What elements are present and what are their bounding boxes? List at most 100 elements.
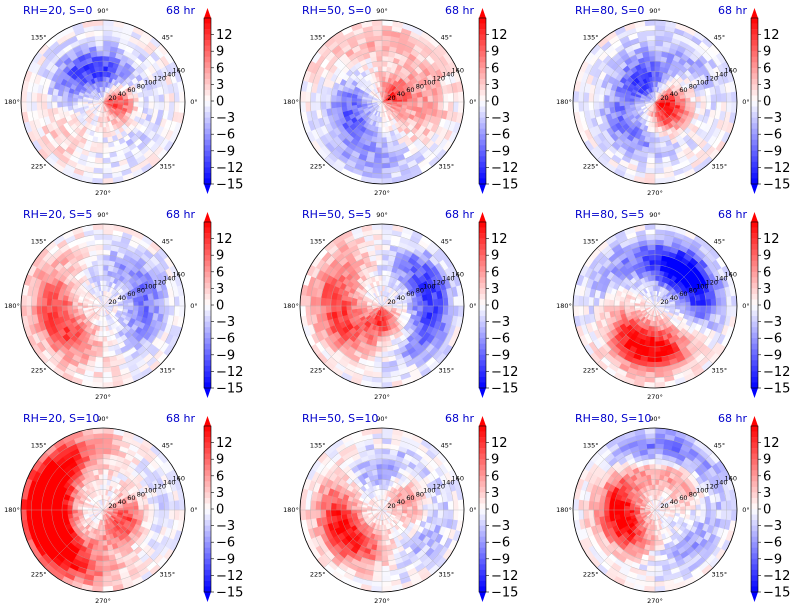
colorbar: 12 96 3 0−3 −6−9 −12 −15	[203, 8, 243, 194]
angle-tick-label: 0°	[469, 506, 476, 514]
radial-tick-label: 120	[433, 482, 445, 490]
panel-3: 90°45°0°315°270°225°180°135°20 40 60 80 1001…	[556, 4, 790, 197]
panel-title: RH=80, S=0	[575, 4, 644, 17]
colorbar-tick-label: 12	[216, 232, 233, 247]
angle-tick-label: 315°	[712, 366, 728, 374]
radial-tick-label: 40	[118, 90, 126, 98]
radial-tick-label: 100	[144, 282, 156, 290]
radial-tick-label: 160	[725, 271, 737, 279]
radial-tick-label: 60	[406, 290, 414, 298]
angle-tick-label: 45°	[714, 238, 726, 246]
radial-tick-label: 40	[670, 294, 678, 302]
angle-tick-label: 270°	[374, 189, 390, 197]
angle-tick-label: 90°	[376, 7, 388, 15]
colorbar-tick-label: 9	[763, 249, 771, 264]
angle-tick-label: 315°	[712, 162, 728, 170]
radial-tick-label: 20	[387, 94, 395, 102]
angle-tick-label: 225°	[583, 570, 599, 578]
polar-field	[573, 20, 737, 184]
radial-tick-label: 20	[108, 502, 116, 510]
angle-tick-label: 90°	[376, 415, 388, 423]
colorbar-tick-label: −9	[216, 144, 235, 159]
panel-9: 90°45°0°315°270°225°180°135°20 40 60 80 1001…	[556, 412, 790, 605]
panel-1: 90°45°0°315°270°225°180°135°20 40 60 80 1001…	[4, 4, 243, 197]
radial-tick-label: 140	[163, 275, 175, 283]
colorbar-tick-label: 12	[216, 28, 233, 43]
angle-tick-label: 315°	[160, 366, 176, 374]
angle-tick-label: 180°	[556, 506, 572, 514]
radial-tick-label: 140	[442, 479, 454, 487]
colorbar: 12 96 3 0−3 −6−9 −12 −15	[478, 212, 518, 398]
colorbar-tick-label: −15	[763, 586, 790, 601]
colorbar-tick-label: −12	[216, 161, 243, 176]
polar-frame	[572, 19, 738, 185]
radial-tick-label: 40	[397, 294, 405, 302]
angle-tick-label: 45°	[441, 238, 453, 246]
colorbar-tick-label: −6	[491, 128, 510, 143]
angle-tick-label: 180°	[283, 506, 299, 514]
angle-tick-label: 45°	[162, 34, 174, 42]
colorbar-tick-label: 3	[216, 78, 224, 93]
radial-tick-label: 100	[423, 486, 435, 494]
colorbar: 12 96 3 0−3 −6−9 −12 −15	[750, 212, 790, 398]
radial-tick-label: 40	[670, 498, 678, 506]
angle-tick-label: 180°	[4, 506, 20, 514]
radial-tick-label: 140	[715, 71, 727, 79]
colorbar: 12 96 3 0−3 −6−9 −12 −15	[750, 416, 790, 602]
angle-tick-label: 90°	[97, 415, 109, 423]
angle-tick-label: 90°	[97, 7, 109, 15]
panel-title: RH=20, S=0	[23, 4, 92, 17]
colorbar-tick-label: 9	[216, 45, 224, 60]
angle-tick-label: 90°	[649, 415, 661, 423]
colorbar-tick-label: 6	[491, 469, 499, 484]
angle-tick-label: 270°	[374, 393, 390, 401]
angle-tick-label: 225°	[31, 162, 47, 170]
angle-tick-label: 45°	[162, 442, 174, 450]
colorbar-tick-label: −12	[216, 569, 243, 584]
colorbar-tick-label: −9	[763, 552, 782, 567]
colorbar-tick-label: 12	[763, 28, 780, 43]
radial-tick-label: 60	[127, 290, 135, 298]
polar-frame	[572, 223, 738, 389]
panel-title: RH=20, S=10	[23, 412, 99, 425]
polar-frame	[20, 223, 186, 389]
panel-6: 90°45°0°315°270°225°180°135°20 40 60 80 1001…	[556, 208, 790, 401]
angle-tick-label: 45°	[441, 442, 453, 450]
colorbar-tick-label: 12	[491, 232, 508, 247]
radial-tick-label: 100	[144, 78, 156, 86]
colorbar-tick-label: 0	[216, 299, 224, 314]
radial-tick-label: 140	[715, 275, 727, 283]
panel-time-label: 68 hr	[166, 4, 195, 17]
panel-time-label: 68 hr	[718, 412, 747, 425]
angle-tick-label: 90°	[649, 7, 661, 15]
colorbar-tick-label: −15	[763, 178, 790, 193]
panel-time-label: 68 hr	[166, 412, 195, 425]
angle-tick-label: 45°	[714, 34, 726, 42]
panel-title: RH=50, S=10	[302, 412, 378, 425]
colorbar-tick-label: −3	[216, 519, 235, 534]
radial-tick-label: 160	[452, 67, 464, 75]
colorbar-tick-label: 0	[216, 503, 224, 518]
panel-title: RH=80, S=5	[575, 208, 644, 221]
radial-tick-label: 80	[416, 82, 424, 90]
radial-tick-label: 140	[163, 479, 175, 487]
angle-tick-label: 0°	[190, 98, 197, 106]
angle-tick-label: 0°	[469, 302, 476, 310]
angle-tick-label: 180°	[283, 302, 299, 310]
colorbar-tick-label: −9	[491, 348, 510, 363]
angle-tick-label: 0°	[742, 506, 749, 514]
colorbar-tick-label: 3	[763, 486, 771, 501]
colorbar-tick-label: 6	[763, 469, 771, 484]
polar-frame	[20, 427, 186, 593]
colorbar-tick-label: 0	[491, 299, 499, 314]
colorbar-tick-label: −3	[763, 519, 782, 534]
colorbar-tick-label: −12	[491, 569, 518, 584]
colorbar-tick-label: 3	[763, 282, 771, 297]
colorbar-tick-label: 9	[491, 249, 499, 264]
colorbar-tick-label: −12	[763, 161, 790, 176]
colorbar-tick-label: −6	[763, 128, 782, 143]
colorbar-tick-label: −3	[763, 111, 782, 126]
polar-field	[21, 224, 185, 388]
colorbar-tick-label: −3	[491, 315, 510, 330]
colorbar-tick-label: 0	[216, 95, 224, 110]
